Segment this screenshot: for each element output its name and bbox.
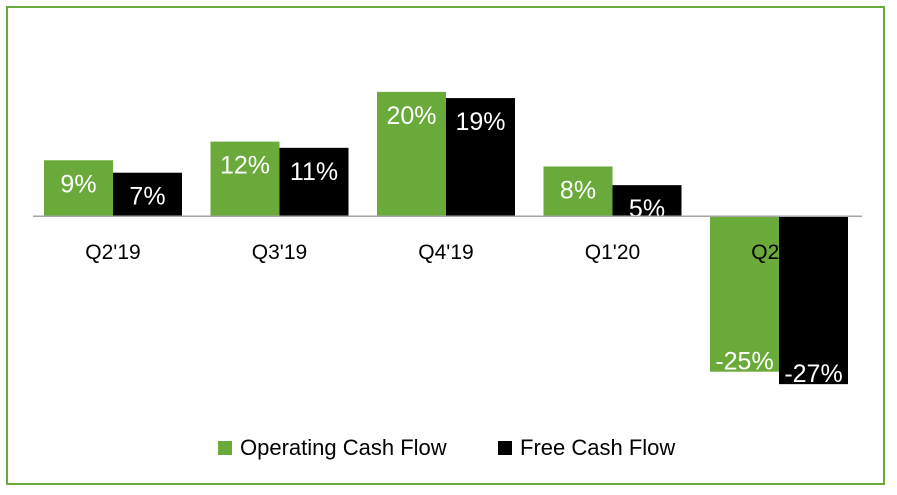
data-label-operating-1: 12% <box>220 152 270 180</box>
bar-operating-1 <box>210 141 280 217</box>
bar-operating-2 <box>377 91 446 217</box>
category-label-0: Q2'19 <box>85 241 140 264</box>
legend-label-free: Free Cash Flow <box>520 435 675 460</box>
bar-free-1 <box>279 147 349 217</box>
data-label-operating-3: 8% <box>560 176 596 204</box>
data-label-operating-4: -25% <box>715 348 773 376</box>
data-label-free-3: 5% <box>629 195 665 223</box>
data-label-free-2: 19% <box>455 108 505 136</box>
bar-free-2 <box>446 98 515 217</box>
legend-swatch-operating <box>218 441 232 455</box>
legend-swatch-free <box>498 441 512 455</box>
data-label-free-0: 7% <box>129 183 165 211</box>
data-label-operating-0: 9% <box>60 170 96 198</box>
category-label-3: Q1'20 <box>585 241 640 264</box>
category-label-1: Q3'19 <box>252 241 307 264</box>
data-label-operating-2: 20% <box>386 102 436 130</box>
legend-label-operating: Operating Cash Flow <box>240 435 447 460</box>
bar-free-4 <box>779 216 848 385</box>
data-label-free-1: 11% <box>290 158 338 186</box>
bar-operating-0 <box>44 160 113 217</box>
bar-operating-3 <box>543 166 613 217</box>
bar-operating-4 <box>710 216 779 372</box>
category-label-4: Q2'20 <box>751 241 806 264</box>
bar-free-0 <box>113 172 182 217</box>
data-label-free-4: -27% <box>784 360 842 388</box>
category-label-2: Q4'19 <box>418 241 473 264</box>
bar-free-3 <box>612 185 682 217</box>
